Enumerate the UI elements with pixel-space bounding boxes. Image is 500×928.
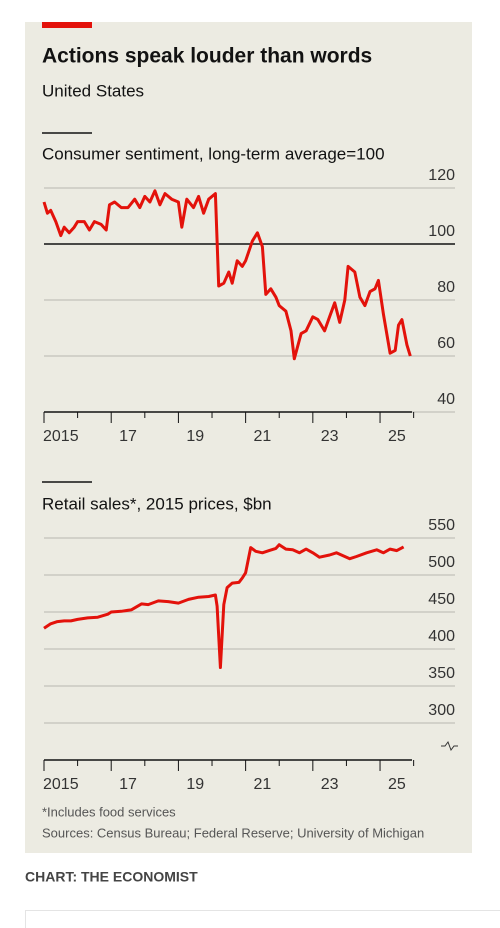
y-tick-label: 500 [428, 554, 455, 571]
y-tick-label: 60 [437, 335, 455, 352]
brand-bar [42, 22, 92, 28]
x-tick-label: 19 [186, 776, 204, 793]
y-tick-label: 450 [428, 591, 455, 608]
x-tick-label: 25 [388, 428, 406, 445]
x-tick-label: 17 [119, 428, 137, 445]
x-tick-label: 23 [321, 428, 339, 445]
x-tick-label: 19 [186, 428, 204, 445]
credit: CHART: THE ECONOMIST [25, 869, 198, 885]
source: Sources: Census Bureau; Federal Reserve;… [42, 825, 424, 840]
footnote: *Includes food services [42, 804, 176, 819]
y-tick-label: 80 [437, 279, 455, 296]
x-tick-label: 17 [119, 776, 137, 793]
chart-subtitle: Retail sales*, 2015 prices, $bn [42, 494, 272, 513]
y-tick-label: 100 [428, 223, 455, 240]
y-tick-label: 550 [428, 517, 455, 534]
chart-panel [25, 22, 472, 853]
next-panel [25, 910, 500, 928]
chart-subtitle: Consumer sentiment, long-term average=10… [42, 144, 385, 163]
y-tick-label: 400 [428, 628, 455, 645]
data-line [43, 543, 405, 669]
data-line [42, 189, 412, 361]
x-tick-label: 2015 [43, 428, 79, 445]
y-tick-label: 120 [428, 167, 455, 184]
axis-break [441, 740, 458, 752]
y-tick-label: 300 [428, 702, 455, 719]
chart-title: Actions speak louder than words [42, 45, 372, 68]
x-tick-label: 23 [321, 776, 339, 793]
x-tick-label: 21 [254, 776, 272, 793]
x-tick-label: 21 [254, 428, 272, 445]
y-tick-label: 350 [428, 665, 455, 682]
x-tick-label: 25 [388, 776, 406, 793]
x-tick-label: 2015 [43, 776, 79, 793]
y-tick-label: 40 [437, 391, 455, 408]
subtitle: United States [42, 81, 144, 100]
